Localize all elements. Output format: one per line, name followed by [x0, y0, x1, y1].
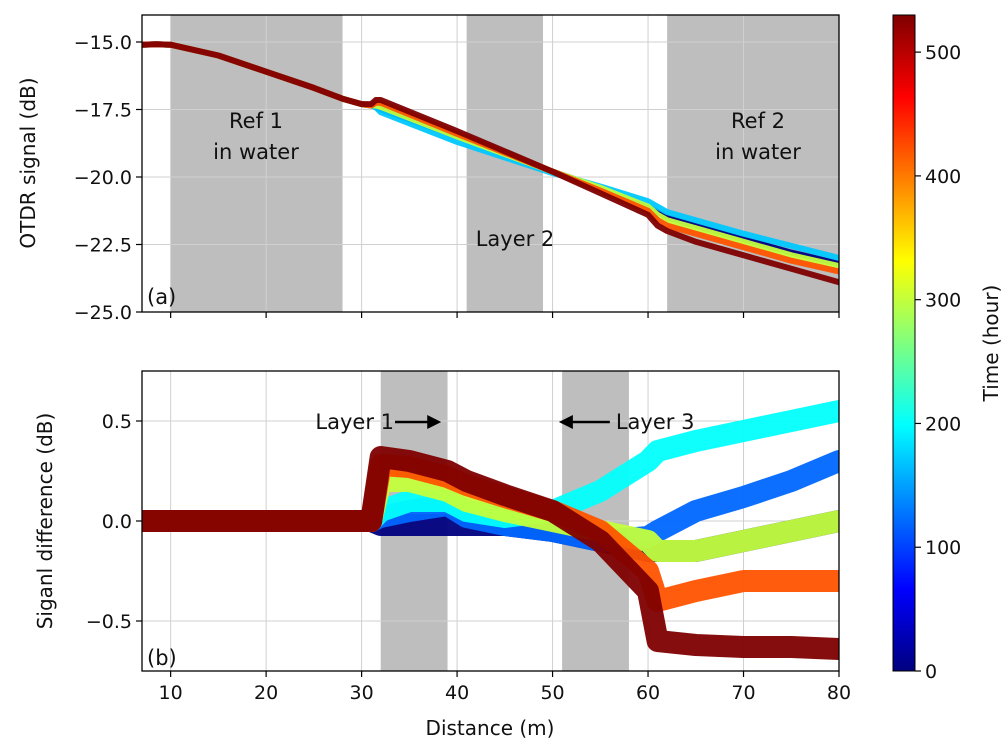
x-tick-label: 70 [731, 682, 755, 704]
panel-b-series [142, 400, 839, 660]
colorbar-ticks: 0 100 200 300 400 500 [915, 42, 961, 683]
panel-a-y-tick-label: −15.0 [74, 32, 132, 54]
panel-a-series [142, 41, 839, 286]
panel-b-y-tick-label: 0.0 [102, 511, 132, 533]
panel-a-shaded-region [170, 15, 343, 312]
region-label: in water [715, 140, 801, 164]
panel-a-y-tick-label: −17.5 [74, 100, 132, 122]
colorbar-tick-label: 500 [925, 42, 961, 64]
panel-a-y-tick-label: −20.0 [74, 167, 132, 189]
panel-b-y-axis-label: Siganl difference (dB) [33, 413, 57, 630]
panel-a: −25.0 −22.5 −20.0 −17.5 −15.0 Ref 1 in water L… [16, 14, 840, 324]
panel-a-series-line [142, 41, 839, 286]
panel-a-region-labels: Ref 1 in water Layer 2 Ref 2 in water [213, 109, 801, 251]
annotation-arrow-head [427, 415, 442, 429]
x-axis-label: Distance (m) [426, 716, 555, 740]
colorbar-tick-label: 100 [925, 537, 961, 559]
x-tick-label: 80 [827, 682, 851, 704]
x-tick-label: 30 [350, 682, 374, 704]
region-label: Layer 2 [476, 227, 555, 251]
x-tick-label: 60 [636, 682, 660, 704]
panel-b-label: (b) [147, 646, 177, 670]
panel-a-frame [141, 14, 840, 313]
panel-a-y-ticks: −25.0 −22.5 −20.0 −17.5 −15.0 [74, 32, 142, 324]
panel-b-y-tick-label: −0.5 [86, 611, 132, 633]
colorbar-label: Time (hour) [979, 285, 1003, 403]
panel-a-x-ticks [170, 312, 840, 318]
region-label: in water [213, 140, 299, 164]
panel-a-y-tick-label: −22.5 [74, 235, 132, 257]
x-tick-label: 40 [445, 682, 469, 704]
panel-b-annotations: Layer 1 Layer 3 [315, 410, 694, 434]
x-tick-label: 20 [254, 682, 278, 704]
panel-b: 10 20 30 40 50 60 70 80 −0.50.00.5 Layer 1 Layer… [33, 370, 851, 740]
panel-a-y-tick-label: −25.0 [74, 302, 132, 324]
annotation-label: Layer 1 [315, 410, 394, 434]
panel-b-series-line [142, 446, 839, 660]
panel-b-y-ticks: −0.5 0.0 0.5 [86, 411, 142, 633]
region-label: Ref 1 [229, 109, 283, 133]
colorbar: 0 100 200 300 400 500 Time (hour) [892, 14, 1003, 683]
colorbar-tick-label: 300 [925, 290, 961, 312]
panel-b-x-ticks: 10 20 30 40 50 60 70 80 [159, 671, 851, 704]
annotation-arrow-head [558, 415, 573, 429]
panel-a-label: (a) [147, 285, 176, 309]
annotation-label: Layer 3 [616, 410, 695, 434]
x-tick-label: 50 [540, 682, 564, 704]
colorbar-tick-label: 0 [925, 661, 937, 683]
panel-b-y-tick-label: 0.5 [102, 411, 132, 433]
x-tick-label: 10 [159, 682, 183, 704]
panel-a-y-axis-label: OTDR signal (dB) [16, 77, 40, 248]
colorbar-tick-label: 200 [925, 413, 961, 435]
colorbar-gradient [892, 14, 916, 672]
colorbar-tick-label: 400 [925, 166, 961, 188]
region-label: Ref 2 [731, 109, 785, 133]
